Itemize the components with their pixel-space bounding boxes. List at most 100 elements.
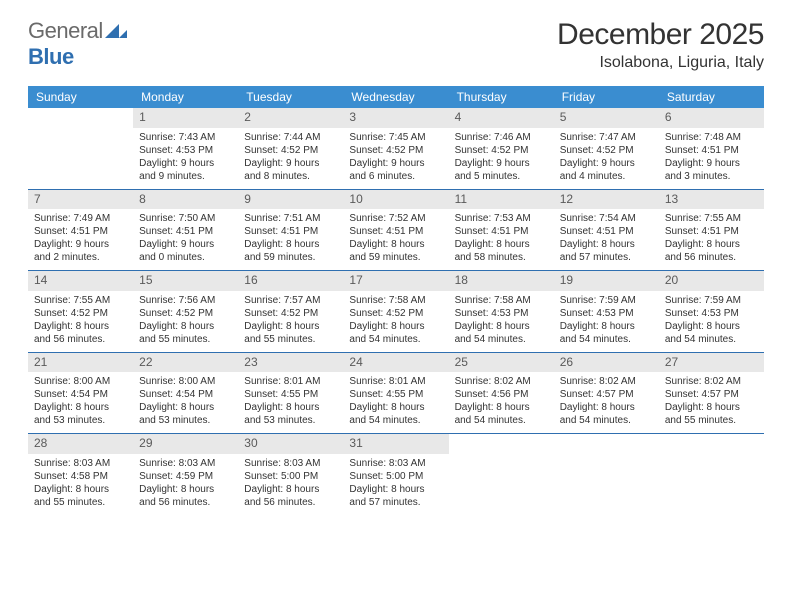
day-number: 6	[659, 108, 764, 128]
day-daylight1: Daylight: 8 hours	[560, 238, 653, 251]
calendar-week: 14Sunrise: 7:55 AMSunset: 4:52 PMDayligh…	[28, 271, 764, 353]
day-daylight2: and 56 minutes.	[244, 496, 337, 509]
logo-text-general: General	[28, 18, 103, 43]
day-body: Sunrise: 7:58 AMSunset: 4:52 PMDaylight:…	[343, 291, 448, 352]
day-daylight2: and 54 minutes.	[455, 414, 548, 427]
day-number	[554, 434, 659, 438]
calendar-day: 28Sunrise: 8:03 AMSunset: 4:58 PMDayligh…	[28, 434, 133, 515]
calendar-day: 5Sunrise: 7:47 AMSunset: 4:52 PMDaylight…	[554, 108, 659, 189]
calendar-day: 11Sunrise: 7:53 AMSunset: 4:51 PMDayligh…	[449, 190, 554, 271]
day-daylight1: Daylight: 8 hours	[244, 483, 337, 496]
day-daylight1: Daylight: 9 hours	[560, 157, 653, 170]
day-daylight2: and 55 minutes.	[139, 333, 232, 346]
day-sunrise: Sunrise: 7:44 AM	[244, 131, 337, 144]
day-daylight1: Daylight: 8 hours	[560, 320, 653, 333]
day-sunset: Sunset: 4:57 PM	[665, 388, 758, 401]
day-sunset: Sunset: 4:52 PM	[455, 144, 548, 157]
day-daylight2: and 56 minutes.	[139, 496, 232, 509]
day-daylight1: Daylight: 8 hours	[139, 483, 232, 496]
day-sunrise: Sunrise: 7:54 AM	[560, 212, 653, 225]
day-sunset: Sunset: 4:52 PM	[244, 307, 337, 320]
calendar: Sunday Monday Tuesday Wednesday Thursday…	[28, 86, 764, 515]
day-daylight1: Daylight: 8 hours	[349, 320, 442, 333]
day-number: 9	[238, 190, 343, 210]
day-number: 12	[554, 190, 659, 210]
day-daylight1: Daylight: 8 hours	[139, 401, 232, 414]
day-daylight1: Daylight: 8 hours	[560, 401, 653, 414]
day-daylight2: and 55 minutes.	[665, 414, 758, 427]
day-daylight1: Daylight: 8 hours	[244, 238, 337, 251]
day-number: 27	[659, 353, 764, 373]
day-sunrise: Sunrise: 7:59 AM	[665, 294, 758, 307]
month-title: December 2025	[557, 18, 764, 52]
day-number: 19	[554, 271, 659, 291]
calendar-week: 28Sunrise: 8:03 AMSunset: 4:58 PMDayligh…	[28, 434, 764, 515]
day-sunrise: Sunrise: 7:50 AM	[139, 212, 232, 225]
calendar-day: 26Sunrise: 8:02 AMSunset: 4:57 PMDayligh…	[554, 353, 659, 434]
calendar-day: 23Sunrise: 8:01 AMSunset: 4:55 PMDayligh…	[238, 353, 343, 434]
calendar-day: 8Sunrise: 7:50 AMSunset: 4:51 PMDaylight…	[133, 190, 238, 271]
day-daylight1: Daylight: 8 hours	[34, 320, 127, 333]
day-daylight2: and 54 minutes.	[560, 414, 653, 427]
day-daylight1: Daylight: 9 hours	[455, 157, 548, 170]
day-daylight2: and 53 minutes.	[244, 414, 337, 427]
day-body: Sunrise: 7:45 AMSunset: 4:52 PMDaylight:…	[343, 128, 448, 189]
day-body: Sunrise: 7:59 AMSunset: 4:53 PMDaylight:…	[554, 291, 659, 352]
calendar-day: 10Sunrise: 7:52 AMSunset: 4:51 PMDayligh…	[343, 190, 448, 271]
day-daylight1: Daylight: 8 hours	[455, 401, 548, 414]
day-sunrise: Sunrise: 8:01 AM	[349, 375, 442, 388]
weekday-header-row: Sunday Monday Tuesday Wednesday Thursday…	[28, 86, 764, 108]
day-daylight2: and 57 minutes.	[560, 251, 653, 264]
weekday-header: Wednesday	[343, 86, 448, 108]
day-daylight1: Daylight: 8 hours	[244, 401, 337, 414]
day-daylight2: and 54 minutes.	[665, 333, 758, 346]
day-sunset: Sunset: 4:53 PM	[665, 307, 758, 320]
weekday-header: Friday	[554, 86, 659, 108]
day-number: 14	[28, 271, 133, 291]
day-body: Sunrise: 8:02 AMSunset: 4:56 PMDaylight:…	[449, 372, 554, 433]
day-number: 11	[449, 190, 554, 210]
weekday-header: Sunday	[28, 86, 133, 108]
day-sunset: Sunset: 4:51 PM	[665, 144, 758, 157]
header: General Blue December 2025 Isolabona, Li…	[28, 18, 764, 72]
day-body: Sunrise: 7:58 AMSunset: 4:53 PMDaylight:…	[449, 291, 554, 352]
day-body: Sunrise: 7:53 AMSunset: 4:51 PMDaylight:…	[449, 209, 554, 270]
day-body: Sunrise: 8:03 AMSunset: 5:00 PMDaylight:…	[238, 454, 343, 515]
day-number: 25	[449, 353, 554, 373]
calendar-week: 21Sunrise: 8:00 AMSunset: 4:54 PMDayligh…	[28, 353, 764, 435]
calendar-day: 4Sunrise: 7:46 AMSunset: 4:52 PMDaylight…	[449, 108, 554, 189]
day-sunrise: Sunrise: 7:47 AM	[560, 131, 653, 144]
day-daylight2: and 55 minutes.	[244, 333, 337, 346]
day-body: Sunrise: 7:57 AMSunset: 4:52 PMDaylight:…	[238, 291, 343, 352]
day-sunset: Sunset: 4:56 PM	[455, 388, 548, 401]
day-daylight2: and 56 minutes.	[665, 251, 758, 264]
day-sunset: Sunset: 4:51 PM	[34, 225, 127, 238]
day-daylight2: and 54 minutes.	[349, 333, 442, 346]
weekday-header: Saturday	[659, 86, 764, 108]
calendar-day: 17Sunrise: 7:58 AMSunset: 4:52 PMDayligh…	[343, 271, 448, 352]
day-body: Sunrise: 7:54 AMSunset: 4:51 PMDaylight:…	[554, 209, 659, 270]
location: Isolabona, Liguria, Italy	[557, 54, 764, 72]
day-body: Sunrise: 7:44 AMSunset: 4:52 PMDaylight:…	[238, 128, 343, 189]
day-daylight1: Daylight: 8 hours	[349, 483, 442, 496]
day-sunset: Sunset: 4:51 PM	[139, 225, 232, 238]
day-body: Sunrise: 8:02 AMSunset: 4:57 PMDaylight:…	[554, 372, 659, 433]
day-sunrise: Sunrise: 8:03 AM	[349, 457, 442, 470]
calendar-day: 6Sunrise: 7:48 AMSunset: 4:51 PMDaylight…	[659, 108, 764, 189]
calendar-week: 7Sunrise: 7:49 AMSunset: 4:51 PMDaylight…	[28, 190, 764, 272]
calendar-day	[449, 434, 554, 515]
day-number: 29	[133, 434, 238, 454]
day-sunset: Sunset: 4:55 PM	[349, 388, 442, 401]
day-sunrise: Sunrise: 7:45 AM	[349, 131, 442, 144]
day-daylight1: Daylight: 8 hours	[244, 320, 337, 333]
day-sunrise: Sunrise: 8:00 AM	[34, 375, 127, 388]
calendar-day	[659, 434, 764, 515]
day-daylight2: and 57 minutes.	[349, 496, 442, 509]
day-sunrise: Sunrise: 7:56 AM	[139, 294, 232, 307]
day-body: Sunrise: 7:43 AMSunset: 4:53 PMDaylight:…	[133, 128, 238, 189]
calendar-day: 12Sunrise: 7:54 AMSunset: 4:51 PMDayligh…	[554, 190, 659, 271]
day-number: 22	[133, 353, 238, 373]
day-body: Sunrise: 7:52 AMSunset: 4:51 PMDaylight:…	[343, 209, 448, 270]
day-number: 28	[28, 434, 133, 454]
day-number: 10	[343, 190, 448, 210]
